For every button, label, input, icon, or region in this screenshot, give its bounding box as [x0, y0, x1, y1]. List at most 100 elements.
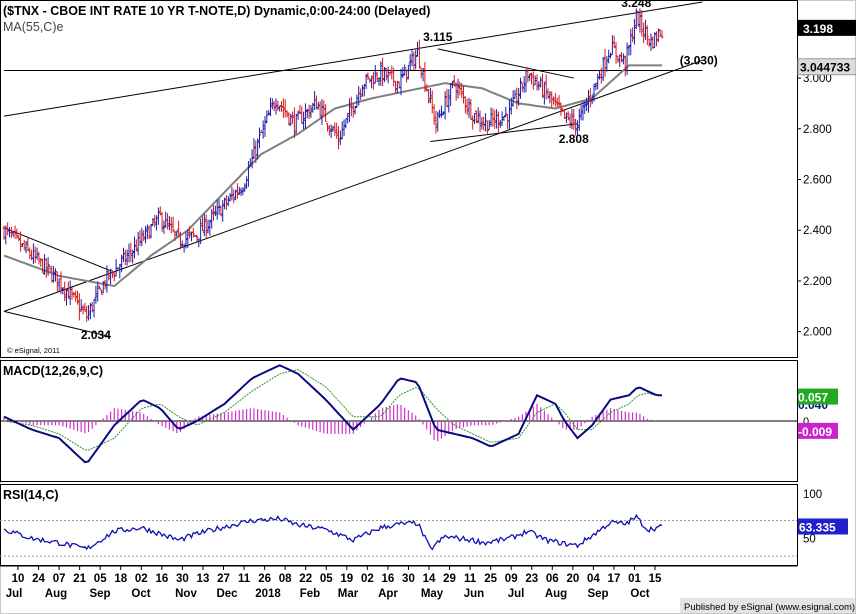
price-bar [13, 225, 17, 240]
price-bar [518, 77, 522, 99]
price-bar [482, 116, 486, 131]
price-bar [390, 65, 394, 80]
price-bar [642, 22, 646, 44]
price-plot-area [0, 0, 798, 358]
price-bar [333, 122, 337, 136]
price-bar [654, 31, 658, 47]
price-bar [77, 293, 81, 321]
ma-legend-label: MA(55,C)e [3, 20, 63, 34]
price-bar [559, 102, 563, 116]
price-bar [548, 91, 552, 104]
price-bar [26, 237, 30, 252]
price-bar [278, 105, 282, 112]
price-bar [568, 113, 572, 129]
price-bar [605, 56, 609, 72]
price-bar [590, 95, 594, 105]
price-bar [384, 68, 388, 81]
time-axis-day-label: 30 [402, 573, 415, 585]
time-axis-day-label: 17 [608, 573, 621, 585]
price-bar [118, 263, 122, 279]
price-bar [311, 102, 315, 113]
price-bar [55, 271, 59, 294]
macd-line [3, 364, 662, 464]
trendline-triangle-bottom [430, 123, 578, 142]
time-axis-day-label: 10 [12, 573, 25, 585]
price-bar [125, 249, 129, 266]
price-bar [131, 249, 135, 264]
price-bar [199, 218, 203, 245]
price-bar [15, 228, 19, 239]
price-bar [114, 259, 118, 277]
price-bar [269, 97, 273, 117]
price-bar [202, 213, 206, 236]
price-bar [212, 205, 216, 221]
price-bar [237, 186, 241, 196]
price-bar [59, 271, 63, 295]
price-bar [629, 28, 633, 56]
price-bar [643, 19, 647, 40]
price-bar [471, 115, 475, 130]
price-axis-label: 2.600 [803, 175, 832, 187]
price-bar [182, 244, 186, 253]
price-bar [627, 44, 631, 56]
price-bar [87, 305, 91, 321]
price-bar [427, 89, 431, 104]
price-bar [349, 96, 353, 117]
rsi-axis-label: 100 [803, 489, 822, 501]
price-bar [632, 19, 636, 45]
price-bar [11, 231, 15, 237]
price-bar [566, 111, 570, 121]
rsi-panel-title: RSI(14,C) [3, 488, 59, 502]
price-bar [191, 227, 195, 238]
price-bar [204, 214, 208, 239]
price-bar [432, 104, 436, 125]
price-bar [223, 197, 227, 210]
price-bar [285, 110, 289, 118]
price-bar [579, 104, 583, 121]
price-axis-label: 2.200 [803, 276, 832, 288]
price-bar [469, 99, 473, 120]
price-bar [195, 234, 199, 244]
publisher-note: Published by eSignal (www.esignal.com) [684, 602, 855, 613]
price-bar [193, 235, 197, 237]
price-bar [625, 42, 629, 75]
time-axis-day-label: 02 [361, 573, 374, 585]
time-axis-day-label: 15 [649, 573, 662, 585]
price-bar [178, 231, 182, 250]
price-bar [224, 195, 228, 211]
price-bar [614, 42, 618, 64]
price-bar [564, 112, 568, 123]
price-bar [153, 214, 157, 228]
price-bar [327, 125, 331, 136]
price-bar [318, 101, 322, 118]
price-bar [35, 247, 39, 260]
rsi-value-label: 63.335 [799, 520, 836, 534]
price-bar [61, 287, 65, 295]
price-panel[interactable]: 3.248 3.115 2.808 2.034 (3.030) ($TNX - CBOE… [0, 0, 856, 358]
price-bar [640, 10, 644, 37]
price-bar [210, 209, 214, 229]
price-bar [401, 67, 405, 79]
price-bar [368, 78, 372, 83]
price-bar [208, 219, 212, 236]
price-bar [496, 111, 500, 133]
price-bar [129, 242, 133, 263]
last-price-label: 3.198 [803, 22, 833, 36]
price-bar [530, 72, 534, 85]
price-bar [449, 83, 453, 107]
price-bar [586, 89, 590, 113]
price-bar [447, 89, 451, 113]
price-bar [177, 220, 181, 237]
price-bar [445, 88, 449, 108]
ma-value-badge [797, 58, 856, 76]
price-bar [522, 76, 526, 93]
price-bar [359, 88, 363, 100]
time-axis-day-label: 30 [176, 573, 189, 585]
price-bar [612, 35, 616, 49]
price-bar [504, 106, 508, 118]
price-bar [509, 97, 513, 115]
price-bar [241, 187, 245, 196]
